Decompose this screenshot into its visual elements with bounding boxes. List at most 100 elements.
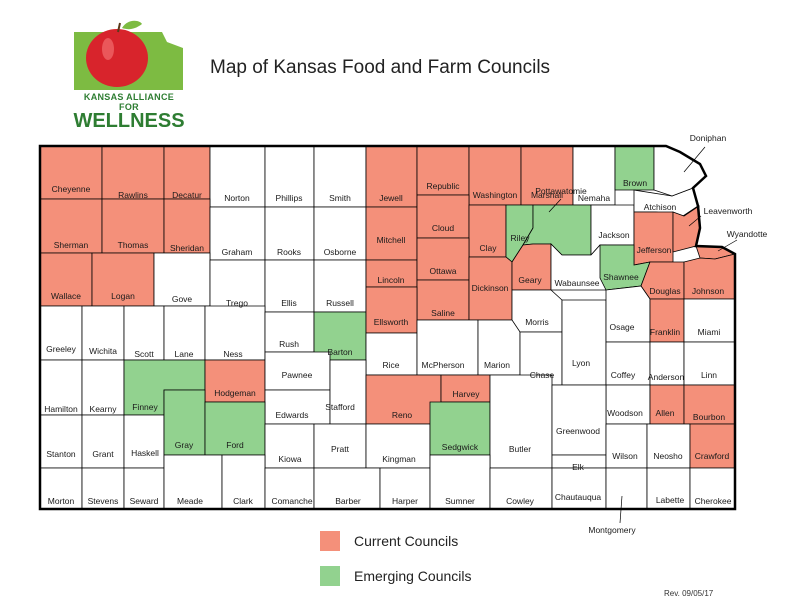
county-label-finney: Finney (132, 402, 158, 412)
county-label-scott: Scott (134, 349, 154, 359)
legend-emerging-swatch (320, 566, 340, 586)
county-lyon (562, 300, 606, 385)
county-label-doniphan: Doniphan (690, 133, 727, 143)
county-label-trego: Trego (226, 298, 248, 308)
revision-date: Rev. 09/05/17 (664, 589, 713, 598)
county-label-wyandotte: Wyandotte (727, 229, 768, 239)
county-chautauqua (552, 468, 606, 509)
county-label-wichita: Wichita (89, 346, 117, 356)
county-label-lane: Lane (175, 349, 194, 359)
county-grant (82, 415, 124, 468)
county-label-pawnee: Pawnee (282, 370, 313, 380)
county-label-republic: Republic (426, 181, 460, 191)
county-label-reno: Reno (392, 410, 413, 420)
county-label-montgomery: Montgomery (588, 525, 636, 535)
legend-current-label: Current Councils (354, 533, 458, 549)
county-label-kearny: Kearny (90, 404, 118, 414)
county-butler (490, 375, 552, 468)
county-label-gray: Gray (175, 440, 194, 450)
county-label-stanton: Stanton (46, 449, 76, 459)
county-crawford (690, 424, 735, 468)
county-label-stevens: Stevens (88, 496, 119, 506)
county-label-jackson: Jackson (598, 230, 629, 240)
county-label-smith: Smith (329, 193, 351, 203)
legend-current: Current Councils (320, 531, 580, 553)
county-label-logan: Logan (111, 291, 135, 301)
county-label-graham: Graham (222, 247, 253, 257)
county-label-bourbon: Bourbon (693, 412, 725, 422)
county-label-greenwood: Greenwood (556, 426, 600, 436)
county-label-kiowa: Kiowa (278, 454, 301, 464)
county-label-mitchell: Mitchell (377, 235, 406, 245)
county-label-haskell: Haskell (131, 448, 159, 458)
county-label-wilson: Wilson (612, 451, 638, 461)
county-label-greeley: Greeley (46, 344, 77, 354)
county-label-brown: Brown (623, 178, 647, 188)
county-label-clay: Clay (479, 243, 497, 253)
county-label-cowley: Cowley (506, 496, 535, 506)
county-label-thomas: Thomas (118, 240, 149, 250)
county-label-rush: Rush (279, 339, 299, 349)
county-jefferson (634, 212, 673, 265)
county-label-leavenworth: Leavenworth (704, 206, 753, 216)
county-label-labette: Labette (656, 495, 685, 505)
county-label-comanche: Comanche (271, 496, 312, 506)
county-label-hodgeman: Hodgeman (214, 388, 256, 398)
county-label-pratt: Pratt (331, 444, 350, 454)
county-label-atchison: Atchison (644, 202, 677, 212)
county-label-morton: Morton (48, 496, 75, 506)
county-label-cloud: Cloud (432, 223, 454, 233)
county-greenwood (552, 385, 606, 455)
county-label-lyon: Lyon (572, 358, 590, 368)
county-label-harvey: Harvey (453, 389, 481, 399)
county-label-gove: Gove (172, 294, 193, 304)
county-label-seward: Seward (130, 496, 159, 506)
county-label-rawlins: Rawlins (118, 190, 148, 200)
county-montgomery (606, 468, 647, 509)
county-haskell (124, 415, 164, 468)
county-label-ottawa: Ottawa (430, 266, 457, 276)
county-mitchell (366, 207, 417, 260)
legend-current-swatch (320, 531, 340, 551)
county-neosho (647, 424, 690, 468)
county-label-sherman: Sherman (54, 240, 89, 250)
county-label-wabaunsee: Wabaunsee (554, 278, 599, 288)
county-label-osborne: Osborne (324, 247, 357, 257)
county-label-ellis: Ellis (281, 298, 297, 308)
county-label-geary: Geary (518, 275, 542, 285)
county-label-miami: Miami (698, 327, 721, 337)
county-label-jewell: Jewell (379, 193, 403, 203)
legend-emerging-label: Emerging Councils (354, 568, 472, 584)
county-label-jefferson: Jefferson (637, 245, 672, 255)
county-label-hamilton: Hamilton (44, 404, 78, 414)
county-label-cheyenne: Cheyenne (52, 184, 91, 194)
county-woodson (606, 385, 650, 424)
county-label-chautauqua: Chautauqua (555, 492, 602, 502)
county-label-douglas: Douglas (649, 286, 680, 296)
county-label-butler: Butler (509, 444, 531, 454)
county-label-meade: Meade (177, 496, 203, 506)
county-label-riley: Riley (511, 233, 531, 243)
county-label-ford: Ford (226, 440, 244, 450)
county-label-ellsworth: Ellsworth (374, 317, 409, 327)
county-label-grant: Grant (92, 449, 114, 459)
county-doniphan (654, 146, 706, 196)
county-label-franklin: Franklin (650, 327, 681, 337)
county-label-marion: Marion (484, 360, 510, 370)
county-label-lincoln: Lincoln (378, 275, 405, 285)
legend-emerging: Emerging Councils (320, 566, 580, 588)
county-label-russell: Russell (326, 298, 354, 308)
county-wilson (606, 424, 647, 468)
county-label-washington: Washington (473, 190, 518, 200)
county-label-dickinson: Dickinson (472, 283, 509, 293)
county-stanton (40, 415, 82, 468)
county-label-phillips: Phillips (276, 193, 303, 203)
county-label-cherokee: Cherokee (695, 496, 732, 506)
county-label-stafford: Stafford (325, 402, 355, 412)
county-label-ness: Ness (223, 349, 242, 359)
county-label-clark: Clark (233, 496, 254, 506)
county-label-coffey: Coffey (611, 370, 636, 380)
county-label-barber: Barber (335, 496, 361, 506)
county-label-allen: Allen (656, 408, 675, 418)
